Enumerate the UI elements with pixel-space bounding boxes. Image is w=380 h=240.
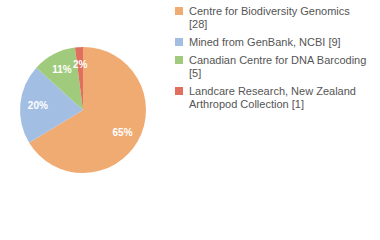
data-label: 11% bbox=[52, 64, 72, 75]
legend-label: Canadian Centre for DNA Barcoding[5] bbox=[189, 54, 366, 79]
data-label: 2% bbox=[73, 59, 88, 70]
legend-label-line: Centre for Biodiversity Genomics bbox=[189, 5, 350, 17]
pie-slice bbox=[75, 47, 83, 110]
legend-swatch bbox=[175, 7, 183, 15]
legend-label-line: Mined from GenBank, NCBI [9] bbox=[189, 36, 341, 48]
legend-label: Landcare Research, New ZealandArthropod … bbox=[189, 85, 356, 110]
legend-label-line: Arthropod Collection [1] bbox=[189, 98, 304, 110]
data-label: 65% bbox=[113, 127, 133, 138]
chart: 65% 20% 11%2% Centre for Biodiversity Genom… bbox=[0, 0, 380, 240]
legend-swatch bbox=[175, 38, 183, 46]
legend-swatch bbox=[175, 56, 183, 64]
legend: Centre for Biodiversity Genomics[28] Mine… bbox=[175, 5, 366, 110]
data-label: 20% bbox=[28, 100, 48, 111]
legend-label-line: [28] bbox=[189, 18, 207, 30]
legend-label: Mined from GenBank, NCBI [9] bbox=[189, 36, 341, 48]
legend-swatch bbox=[175, 87, 183, 95]
pie: 65% 20% 11%2% bbox=[20, 47, 146, 173]
legend-label-line: Canadian Centre for DNA Barcoding bbox=[189, 54, 366, 66]
legend-label-line: Landcare Research, New Zealand bbox=[189, 85, 356, 97]
legend-label: Centre for Biodiversity Genomics[28] bbox=[189, 5, 350, 30]
legend-label-line: [5] bbox=[189, 67, 201, 79]
